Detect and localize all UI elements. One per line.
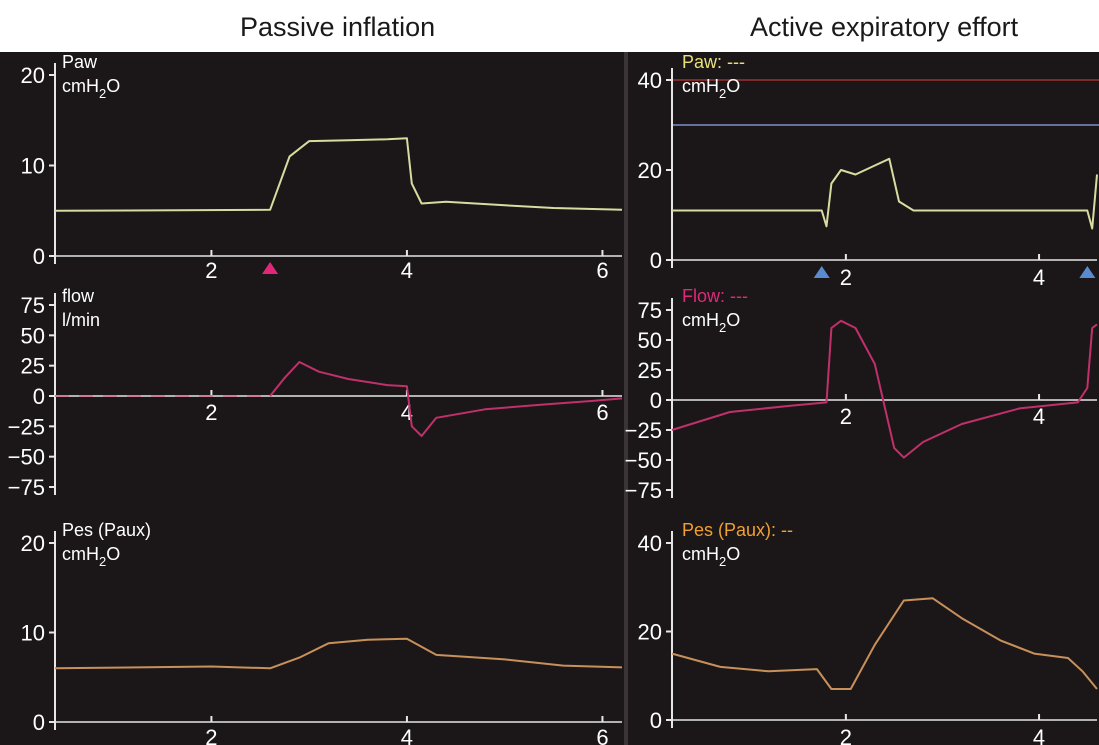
panel-1-trace-1 (54, 137, 623, 212)
panel-3-y-tick-label-2: 10 (21, 621, 45, 646)
panel-2-y-tick-label-5: 25 (21, 354, 45, 379)
panel-1-y-tick-label-3: 20 (21, 63, 45, 88)
panel-2-y-tick-label-6: 50 (21, 323, 45, 348)
panel-6-trace-1 (671, 597, 1098, 690)
panel-2-y-tick-label-4: 0 (33, 384, 45, 409)
panel-2-label-unit: l/min (62, 310, 100, 330)
panel-6-label-title: Pes (Paux): -- (682, 520, 793, 540)
panel-2-y-tick-label-7: 75 (21, 293, 45, 318)
panel-3-label-unit: cmH2O (62, 544, 120, 569)
column-divider (624, 52, 628, 745)
panel-4-label-unit: cmH2O (682, 76, 740, 101)
panel-4-trace-1 (672, 157, 1098, 230)
panel-4-y-tick-label-2: 20 (638, 158, 662, 183)
panel-5-y-tick-label-3: −25 (625, 418, 662, 443)
panel-6-y-tick-label-1: 0 (650, 708, 662, 733)
panel-4-y-tick-label-1: 0 (650, 248, 662, 273)
panel-1-x-tick-label-3: 6 (596, 258, 608, 283)
panel-3-y-tick-label-3: 20 (21, 531, 45, 556)
panel-6-x-tick-label-2: 4 (1033, 725, 1045, 745)
panel-6-y-tick-label-3: 40 (638, 531, 662, 556)
panel-4-x-tick-label-2: 4 (1033, 265, 1045, 290)
panel-5-y-tick-label-4: 0 (650, 388, 662, 413)
panel-1-label-title: Paw (62, 52, 98, 72)
panel-2-x-tick-label-3: 6 (596, 400, 608, 425)
panel-6-y-tick-label-2: 20 (638, 620, 662, 645)
panel-4-trigger-marker-1 (813, 266, 830, 278)
panel-6-x-tick-label-1: 2 (840, 725, 852, 745)
panel-5-x-tick-label-1: 2 (840, 404, 852, 429)
screen-background-left (0, 52, 624, 745)
panel-5-label-title: Flow: --- (682, 286, 748, 306)
panel-1-trigger-marker-1 (262, 262, 279, 274)
panel-2-x-tick-label-1: 2 (205, 400, 217, 425)
panel-2-y-tick-label-1: −75 (8, 475, 45, 500)
panel-6-label-unit: cmH2O (682, 544, 740, 569)
panel-5-label-unit: cmH2O (682, 310, 740, 335)
panel-5-y-tick-label-2: −50 (625, 448, 662, 473)
panel-5-y-tick-label-1: −75 (625, 478, 662, 503)
panel-1-x-tick-label-1: 2 (205, 258, 217, 283)
panel-5-y-tick-label-7: 75 (638, 298, 662, 323)
panel-5-x-tick-label-2: 4 (1033, 404, 1045, 429)
panel-3-x-tick-label-1: 2 (205, 725, 217, 745)
panel-2-y-tick-label-2: −50 (8, 445, 45, 470)
column-title-active: Active expiratory effort (750, 12, 1019, 42)
panel-2-label-title: flow (62, 286, 95, 306)
panel-3-y-tick-label-1: 0 (33, 710, 45, 735)
panel-4-label-title: Paw: --- (682, 52, 745, 72)
panel-2-trace-1 (269, 361, 623, 437)
panel-5-y-tick-label-6: 50 (638, 328, 662, 353)
panel-1-label-unit: cmH2O (62, 76, 120, 101)
panel-4-x-tick-label-1: 2 (840, 265, 852, 290)
panel-5-y-tick-label-5: 25 (638, 358, 662, 383)
panel-3-trace-1 (54, 637, 623, 670)
panel-3-label-title: Pes (Paux) (62, 520, 151, 540)
panel-1-y-tick-label-2: 10 (21, 154, 45, 179)
panel-4-trigger-marker-2 (1079, 266, 1096, 278)
panel-3-x-tick-label-2: 4 (401, 725, 413, 745)
panel-4-y-tick-label-3: 40 (638, 68, 662, 93)
panel-1-y-tick-label-1: 0 (33, 244, 45, 269)
panel-3-x-tick-label-3: 6 (596, 725, 608, 745)
panel-1-x-tick-label-2: 4 (401, 258, 413, 283)
panel-5-trace-1 (671, 319, 1098, 459)
screen-background-right (628, 52, 1099, 745)
panel-2-y-tick-label-3: −25 (8, 414, 45, 439)
column-title-passive: Passive inflation (240, 12, 436, 42)
